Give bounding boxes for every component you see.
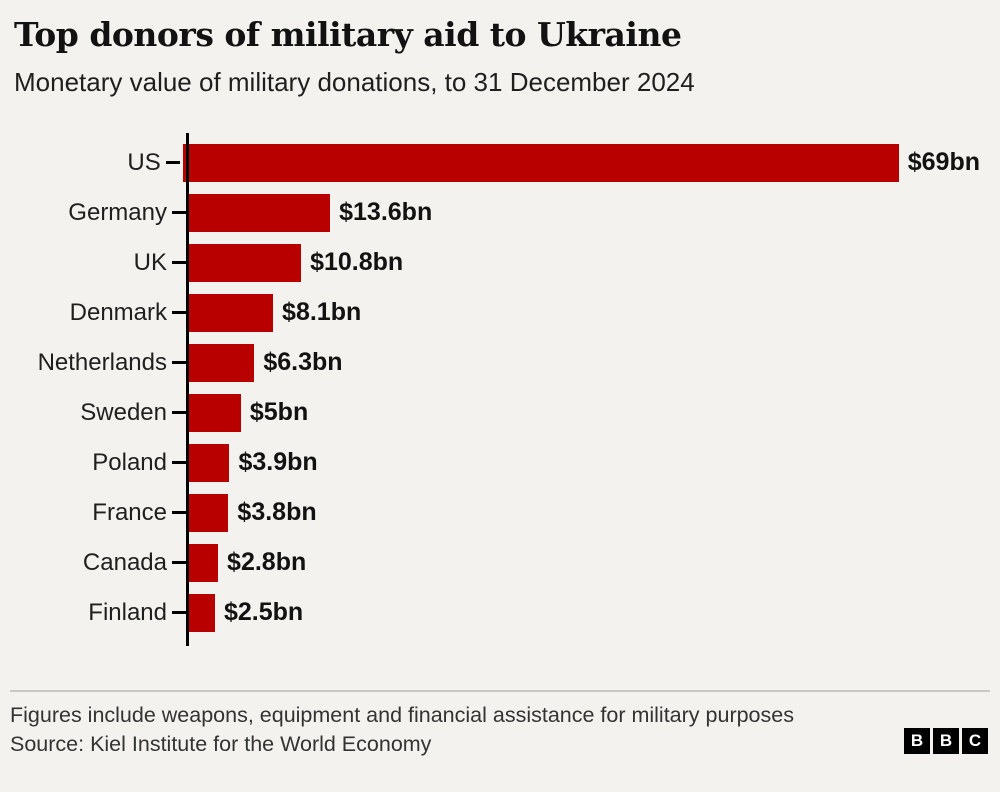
source-line: Source: Kiel Institute for the World Eco… <box>10 732 432 757</box>
bar-row: Netherlands $6.3bn <box>14 338 980 388</box>
value-label: $69bn <box>907 148 980 177</box>
bar-chart: US $69bn Germany $13.6bn UK $10.8bn Denmark $8.… <box>14 132 980 646</box>
bar-track: $8.1bn <box>186 293 980 332</box>
bar-row: UK $10.8bn <box>14 238 980 288</box>
value-label: $3.9bn <box>238 448 318 477</box>
category-label: Finland <box>88 598 167 626</box>
axis-tick <box>172 261 186 265</box>
value-label: $3.8bn <box>237 498 317 527</box>
axis-tick <box>172 411 186 415</box>
bar-row: Poland $3.9bn <box>14 438 980 488</box>
axis-tick <box>172 461 186 465</box>
bar-row: Canada $2.8bn <box>14 538 980 588</box>
bar-track: $13.6bn <box>186 193 980 232</box>
axis-tick <box>172 361 186 365</box>
bar-row: Finland $2.5bn <box>14 588 980 638</box>
bar-track: $5bn <box>186 393 980 432</box>
bbc-logo-letter: B <box>933 728 959 754</box>
category-label: Poland <box>92 448 167 476</box>
y-axis-line <box>186 132 189 646</box>
bar-rows: US $69bn Germany $13.6bn UK $10.8bn Denmark $8.… <box>14 138 980 638</box>
bar-row: France $3.8bn <box>14 488 980 538</box>
chart-header: Top donors of military aid to Ukraine Mo… <box>0 0 1000 98</box>
bar-row: US $69bn <box>14 138 980 188</box>
category-label: Netherlands <box>37 348 167 376</box>
bar <box>189 443 230 482</box>
bar-row: Denmark $8.1bn <box>14 288 980 338</box>
bar-track: $69bn <box>180 143 980 182</box>
axis-tick <box>165 161 180 165</box>
axis-tick <box>172 511 186 515</box>
value-label: $6.3bn <box>263 348 343 377</box>
bar-track: $3.8bn <box>186 493 980 532</box>
bbc-logo-letter: B <box>904 728 930 754</box>
value-label: $2.5bn <box>223 598 304 627</box>
category-label: Germany <box>68 198 167 226</box>
bbc-logo-letter: C <box>962 728 988 754</box>
bar <box>189 293 274 332</box>
category-label: UK <box>133 248 167 276</box>
bar <box>189 593 215 632</box>
bar-track: $3.9bn <box>186 443 980 482</box>
value-label: $13.6bn <box>339 198 433 227</box>
bar <box>189 543 219 582</box>
category-label: France <box>92 498 167 526</box>
bar <box>189 193 331 232</box>
category-label: Sweden <box>80 398 167 426</box>
bar <box>189 343 255 382</box>
footnote: Figures include weapons, equipment and f… <box>10 703 794 727</box>
axis-tick <box>172 211 186 215</box>
category-label: US <box>127 148 161 176</box>
chart-title: Top donors of military aid to Ukraine <box>14 15 682 54</box>
chart-subtitle: Monetary value of military donations, to… <box>14 66 695 97</box>
bar <box>182 143 899 182</box>
value-label: $2.8bn <box>227 548 307 577</box>
value-label: $5bn <box>249 398 309 427</box>
bar-track: $2.5bn <box>186 593 980 632</box>
bar <box>189 393 241 432</box>
bar-track: $10.8bn <box>186 243 980 282</box>
category-label: Denmark <box>69 298 167 326</box>
axis-tick <box>172 311 186 315</box>
bar-track: $2.8bn <box>186 543 980 582</box>
value-label: $8.1bn <box>282 298 362 327</box>
bar <box>189 493 229 532</box>
bar-row: Germany $13.6bn <box>14 188 980 238</box>
bar-row: Sweden $5bn <box>14 388 980 438</box>
bar-track: $6.3bn <box>186 343 980 382</box>
category-label: Canada <box>82 548 167 576</box>
axis-tick <box>172 611 186 615</box>
axis-tick <box>172 561 186 565</box>
value-label: $10.8bn <box>310 248 404 277</box>
chart-footer: Figures include weapons, equipment and f… <box>10 690 990 757</box>
bar <box>189 243 302 282</box>
